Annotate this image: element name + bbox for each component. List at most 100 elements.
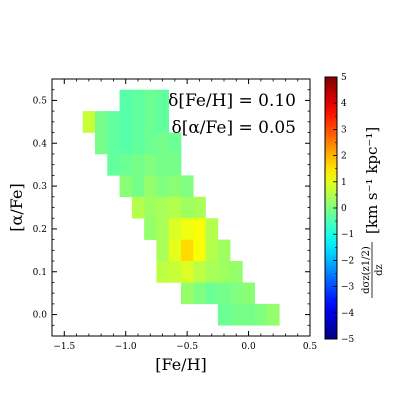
annotation-feh-bin: δ[Fe/H] = 0.10 bbox=[168, 91, 296, 111]
heatmap-cell bbox=[181, 261, 194, 283]
colorbar-tick-label: −4 bbox=[341, 309, 355, 319]
heatmap-cell bbox=[181, 282, 194, 305]
heatmap-cell bbox=[95, 132, 108, 155]
heatmap-cell bbox=[181, 196, 194, 219]
heatmap-cell bbox=[144, 111, 157, 133]
y-tick-label: 0.5 bbox=[33, 96, 48, 106]
heatmap-cell bbox=[144, 89, 157, 112]
heatmap-cell bbox=[131, 132, 145, 155]
heatmap-cell bbox=[156, 261, 170, 283]
heatmap-cell bbox=[156, 218, 170, 240]
x-tick-label: 0.0 bbox=[241, 342, 256, 352]
colorbar-tick-label: −1 bbox=[341, 230, 354, 240]
heatmap-cell bbox=[230, 303, 243, 326]
heatmap-cell bbox=[156, 111, 170, 133]
x-axis-label: [Fe/H] bbox=[155, 355, 207, 374]
colorbar-tick-label: 2 bbox=[341, 152, 347, 162]
heatmap-cell bbox=[230, 282, 243, 305]
heatmap-cell bbox=[193, 261, 206, 283]
heatmap-cell bbox=[107, 111, 120, 133]
heatmap-cell bbox=[205, 261, 219, 283]
heatmap-cell bbox=[144, 196, 157, 219]
heatmap-cell bbox=[168, 153, 182, 176]
colorbar-quantity-numerator: dσz(z1/2) bbox=[361, 246, 372, 294]
x-tick-label: 0.5 bbox=[303, 342, 318, 352]
heatmap-cell bbox=[156, 89, 170, 112]
heatmap-cell bbox=[119, 89, 133, 112]
heatmap-cell bbox=[107, 153, 120, 176]
axis-ticks: −1.5 −1.0 −0.5 0.0 0.5 0.0 0.1 0.2 0.3 0.4 0.5 bbox=[33, 79, 318, 352]
heatmap-cell bbox=[168, 261, 182, 283]
y-tick-label: 0.3 bbox=[33, 182, 48, 192]
y-tick-label: 0.2 bbox=[33, 225, 47, 235]
heatmap-cell bbox=[144, 132, 157, 155]
heatmap-cell bbox=[168, 239, 182, 262]
heatmap-cell bbox=[156, 175, 170, 198]
heatmap-cell bbox=[168, 218, 182, 240]
heatmap-cell bbox=[82, 111, 96, 133]
y-tick-label: 0.0 bbox=[33, 311, 48, 321]
heatmap-cell bbox=[217, 239, 231, 262]
y-axis-label: [α/Fe] bbox=[7, 183, 26, 231]
heatmap-cell bbox=[144, 153, 157, 176]
heatmap-cell bbox=[168, 132, 182, 155]
x-tick-label: −0.5 bbox=[176, 342, 198, 352]
colorbar-tick-label: −3 bbox=[341, 283, 355, 293]
annotation-alpha-bin: δ[α/Fe] = 0.05 bbox=[171, 118, 296, 138]
colorbar-title: dσz(z1/2) dz [km s⁻¹ kpc⁻¹] bbox=[361, 127, 385, 298]
heatmap-cell bbox=[168, 196, 182, 219]
heatmap-cell bbox=[119, 111, 133, 133]
x-tick-label: −1.0 bbox=[115, 342, 137, 352]
colorbar-tick-label: −2 bbox=[341, 256, 354, 266]
colorbar-tick-label: 4 bbox=[341, 99, 347, 109]
colorbar-ticks: −5 −4 −3 −2 −1 0 1 2 3 4 5 bbox=[333, 73, 355, 345]
heatmap-cell bbox=[230, 261, 243, 283]
colorbar-tick-label: 1 bbox=[341, 178, 347, 188]
heatmap-cell bbox=[193, 282, 206, 305]
heatmap-cell bbox=[217, 282, 231, 305]
colorbar-tick-label: 0 bbox=[341, 204, 347, 214]
heatmap-cell bbox=[205, 239, 219, 262]
colorbar-tick-label: 5 bbox=[341, 73, 347, 83]
heatmap-cell bbox=[242, 303, 256, 326]
colorbar-quantity-denominator: dz bbox=[374, 264, 385, 276]
heatmap-cell bbox=[193, 239, 206, 262]
heatmap-cell bbox=[156, 196, 170, 219]
heatmap-cell bbox=[95, 111, 108, 133]
heatmap-cell bbox=[193, 218, 206, 240]
y-tick-label: 0.1 bbox=[33, 268, 47, 278]
heatmap-cell bbox=[217, 303, 231, 326]
heatmap-cell bbox=[119, 132, 133, 155]
heatmap-cell bbox=[119, 175, 133, 198]
heatmap-cell bbox=[181, 218, 194, 240]
heatmap-cell bbox=[131, 175, 145, 198]
heatmap-cell bbox=[181, 175, 194, 198]
y-tick-label: 0.4 bbox=[33, 139, 48, 149]
heatmap-cell bbox=[181, 239, 194, 262]
heatmap-cell bbox=[144, 218, 157, 240]
heatmap-cell bbox=[156, 132, 170, 155]
heatmap-cell bbox=[119, 153, 133, 176]
heatmap-cell bbox=[131, 153, 145, 176]
heatmap-cell bbox=[217, 261, 231, 283]
heatmap-cell bbox=[107, 132, 120, 155]
colorbar-tick-label: −5 bbox=[341, 335, 355, 345]
heatmap-cell bbox=[267, 303, 280, 326]
colorbar-units-label: [km s⁻¹ kpc⁻¹] bbox=[363, 127, 381, 234]
heatmap-cell bbox=[131, 89, 145, 112]
colorbar-tick-label: 3 bbox=[341, 125, 347, 135]
heatmap-cell bbox=[205, 218, 219, 240]
heatmap-cell bbox=[156, 239, 170, 262]
heatmap-cell bbox=[156, 153, 170, 176]
heatmap-cell bbox=[205, 282, 219, 305]
heatmap-cell bbox=[168, 175, 182, 198]
heatmap-cell bbox=[131, 196, 145, 219]
heatmap-cell bbox=[193, 196, 206, 219]
heatmap-cells bbox=[82, 89, 280, 326]
heatmap-cell bbox=[254, 303, 268, 326]
heatmap-cell bbox=[131, 111, 145, 133]
heatmap-cell bbox=[144, 175, 157, 198]
heatmap-cell bbox=[242, 282, 256, 305]
x-tick-label: −1.5 bbox=[53, 342, 75, 352]
